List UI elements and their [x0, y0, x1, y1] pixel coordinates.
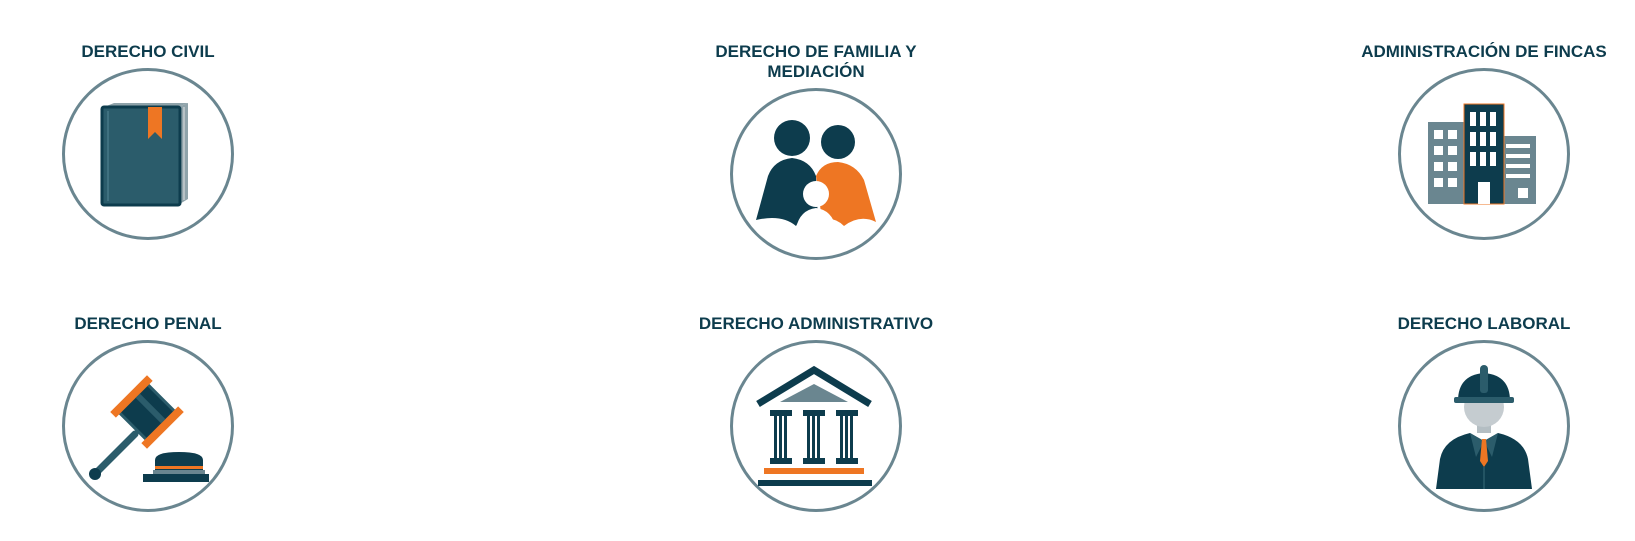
service-icon-circle [730, 88, 902, 260]
worker-icon [1436, 365, 1532, 489]
service-title: DERECHO CIVIL [81, 42, 215, 61]
service-administracion-fincas[interactable]: ADMINISTRACIÓN DE FINCAS [1344, 42, 1624, 240]
service-derecho-civil[interactable]: DERECHO CIVIL [48, 42, 248, 240]
service-icon-circle [62, 68, 234, 240]
service-icon-circle [62, 340, 234, 512]
buildings-icon [1428, 103, 1536, 205]
service-derecho-familia[interactable]: DERECHO DE FAMILIA Y MEDIACIÓN [686, 42, 946, 260]
service-title: DERECHO PENAL [74, 314, 222, 333]
service-derecho-laboral[interactable]: DERECHO LABORAL [1344, 314, 1624, 512]
courthouse-icon [756, 365, 872, 486]
service-title: DERECHO LABORAL [1397, 314, 1571, 333]
book-icon [100, 103, 188, 207]
service-title: DERECHO ADMINISTRATIVO [698, 314, 934, 333]
gavel-icon [89, 375, 209, 482]
service-derecho-administrativo[interactable]: DERECHO ADMINISTRATIVO [686, 314, 946, 512]
service-icon-circle [730, 340, 902, 512]
service-icon-circle [1398, 68, 1570, 240]
service-icon-circle [1398, 340, 1570, 512]
family-icon [756, 120, 876, 228]
service-title: DERECHO DE FAMILIA Y MEDIACIÓN [715, 42, 917, 81]
service-title: ADMINISTRACIÓN DE FINCAS [1361, 42, 1607, 61]
service-derecho-penal[interactable]: DERECHO PENAL [48, 314, 248, 512]
